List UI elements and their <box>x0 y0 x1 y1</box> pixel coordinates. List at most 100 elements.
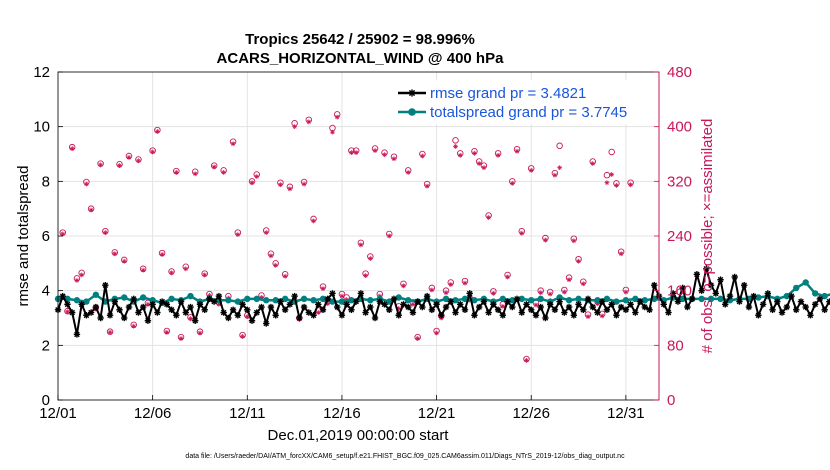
obs-assimilated-point <box>372 148 378 153</box>
obs-assimilated-point <box>315 310 321 315</box>
obs-assimilated-point <box>604 180 610 186</box>
rmse-point <box>428 306 436 313</box>
rmse-point <box>774 298 781 305</box>
rmse-point <box>116 306 123 313</box>
y-tick-label: 0 <box>42 392 50 409</box>
obs-assimilated-point <box>524 357 529 363</box>
rmse-point <box>68 309 76 316</box>
rmse-point <box>291 292 298 300</box>
obs-assimilated-point <box>453 144 458 149</box>
rmse-point <box>305 309 313 316</box>
rmse-point <box>300 303 308 311</box>
rmse-point <box>504 298 511 305</box>
obs-assimilated-point <box>65 309 70 315</box>
totalspread-point <box>811 290 819 297</box>
rmse-point <box>731 273 738 281</box>
obs-assimilated-point <box>410 301 416 307</box>
rmse-point <box>210 298 218 305</box>
rmse-point <box>296 314 303 322</box>
obs-assimilated-point <box>320 286 326 292</box>
obs-assimilated-point <box>472 150 477 156</box>
obs-assimilated-point <box>561 289 567 295</box>
x-tick-label: 12/06 <box>134 405 172 422</box>
obs-possible-point <box>452 137 459 144</box>
rmse-point <box>717 276 724 283</box>
rmse-point <box>371 314 379 322</box>
rmse-point <box>404 303 412 311</box>
obs-assimilated-point <box>192 171 198 177</box>
totalspread-point <box>518 295 525 303</box>
totalspread-point <box>73 297 81 304</box>
obs-assimilated-point <box>505 274 510 280</box>
obs-assimilated-point <box>367 256 373 261</box>
obs-possible-point <box>603 171 611 179</box>
chart-title: Tropics 25642 / 25902 = 98.996% <box>245 31 475 48</box>
totalspread-point <box>471 297 478 304</box>
totalspread-point <box>632 295 639 303</box>
obs-assimilated-point <box>528 168 534 173</box>
totalspread-point <box>565 297 573 304</box>
rmse-point <box>485 309 492 316</box>
totalspread-point <box>622 297 630 304</box>
x-tick-label: 12/31 <box>607 405 645 422</box>
obs-assimilated-point <box>249 180 255 186</box>
obs-assimilated-point <box>178 336 184 341</box>
rmse-point <box>816 295 824 303</box>
rmse-point <box>386 306 393 313</box>
obs-assimilated-point <box>495 152 501 158</box>
obs-assimilated-point <box>202 272 208 278</box>
obs-assimilated-point <box>79 272 85 278</box>
rmse-point <box>83 312 90 319</box>
obs-assimilated-point <box>282 273 288 279</box>
rmse-point <box>154 309 161 316</box>
obs-assimilated-point <box>107 329 113 335</box>
rmse-point <box>447 298 454 305</box>
rmse-point <box>381 301 388 308</box>
y2-axis-label: # of obs: o=possible; ×=assimilated <box>699 119 716 354</box>
obs-assimilated-point <box>287 186 293 192</box>
obs-markers <box>59 111 634 363</box>
rmse-point <box>778 309 786 316</box>
rmse-point <box>627 301 634 308</box>
obs-assimilated-point <box>557 165 563 171</box>
rmse-point <box>329 290 336 297</box>
rmse-line <box>57 268 830 335</box>
rmse-point <box>494 306 502 313</box>
totalspread-point <box>281 295 289 303</box>
rmse-point <box>315 301 322 308</box>
rmse-point <box>272 312 279 319</box>
rmse-point <box>182 309 189 316</box>
obs-assimilated-point <box>240 334 245 339</box>
legend: rmse grand pr = 3.4821 totalspread grand… <box>394 80 656 124</box>
rmse-point <box>352 298 360 305</box>
totalspread-point <box>603 295 611 303</box>
rmse-point <box>64 301 71 308</box>
obs-assimilated-point <box>457 152 463 158</box>
obs-assimilated-point <box>221 170 227 175</box>
rmse-point <box>575 301 582 308</box>
obs-assimilated-point <box>169 270 174 276</box>
rmse-point <box>561 309 568 316</box>
obs-assimilated-point <box>150 149 156 155</box>
totalspread-point <box>537 295 544 303</box>
x-tick-label: 12/11 <box>229 405 265 422</box>
totalspread-point <box>121 294 128 301</box>
obs-assimilated-point <box>136 158 141 164</box>
rmse-point <box>362 309 369 316</box>
rmse-point <box>551 306 559 313</box>
legend-label-totalspread: totalspread grand pr = 3.7745 <box>430 104 627 121</box>
rmse-point <box>220 309 227 316</box>
obs-assimilated-point <box>429 287 435 293</box>
totalspread-point <box>755 294 762 301</box>
rmse-point <box>769 306 776 313</box>
rmse-point <box>641 303 649 311</box>
obs-assimilated-point <box>628 182 634 188</box>
totalspread-point <box>641 297 649 304</box>
rmse-point <box>826 298 830 305</box>
rmse-point <box>797 298 805 305</box>
obs-assimilated-point <box>311 218 316 224</box>
obs-assimilated-point <box>476 161 482 166</box>
rmse-point <box>201 306 208 313</box>
rmse-point <box>187 303 194 311</box>
rmse-point <box>106 312 114 319</box>
